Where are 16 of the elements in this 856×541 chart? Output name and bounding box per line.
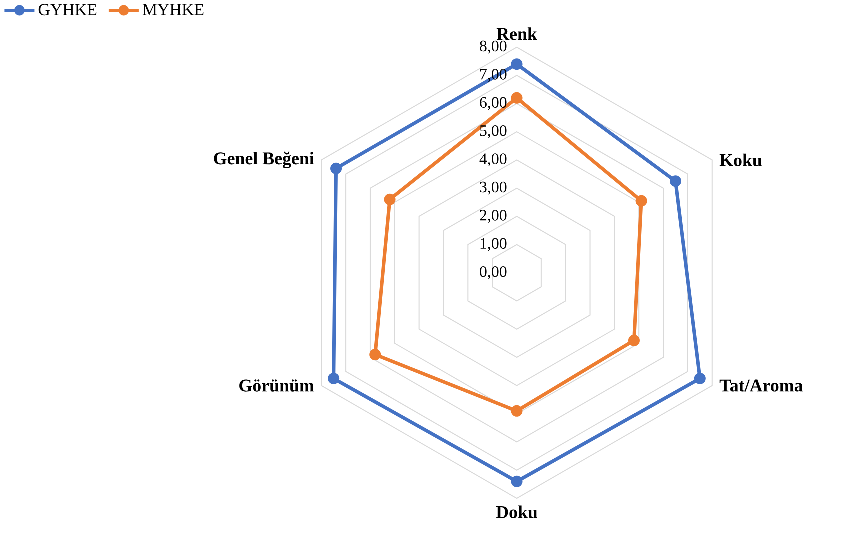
y-tick-label: 2,00 — [480, 210, 507, 224]
legend-label: GYHKE — [38, 4, 97, 16]
y-tick-label: 8,00 — [480, 40, 507, 54]
y-tick-label: 1,00 — [480, 238, 507, 252]
y-tick-label: 4,00 — [480, 154, 507, 167]
spoke-label: Renk — [496, 28, 538, 40]
y-tick-label: 3,00 — [480, 182, 507, 195]
spoke-label: Doku — [496, 506, 538, 518]
spoke-label: Görünüm — [240, 380, 314, 392]
legend-label: MYHKE — [142, 4, 204, 16]
y-tick-label: 6,00 — [480, 97, 507, 110]
y-tick-label: 0,00 — [480, 266, 507, 280]
spoke-label: Genel Beğeni — [214, 152, 314, 168]
spoke-label: Tat/Aroma — [720, 380, 804, 392]
spoke-label: Koku — [720, 154, 762, 167]
y-tick-label: 5,00 — [480, 125, 507, 139]
